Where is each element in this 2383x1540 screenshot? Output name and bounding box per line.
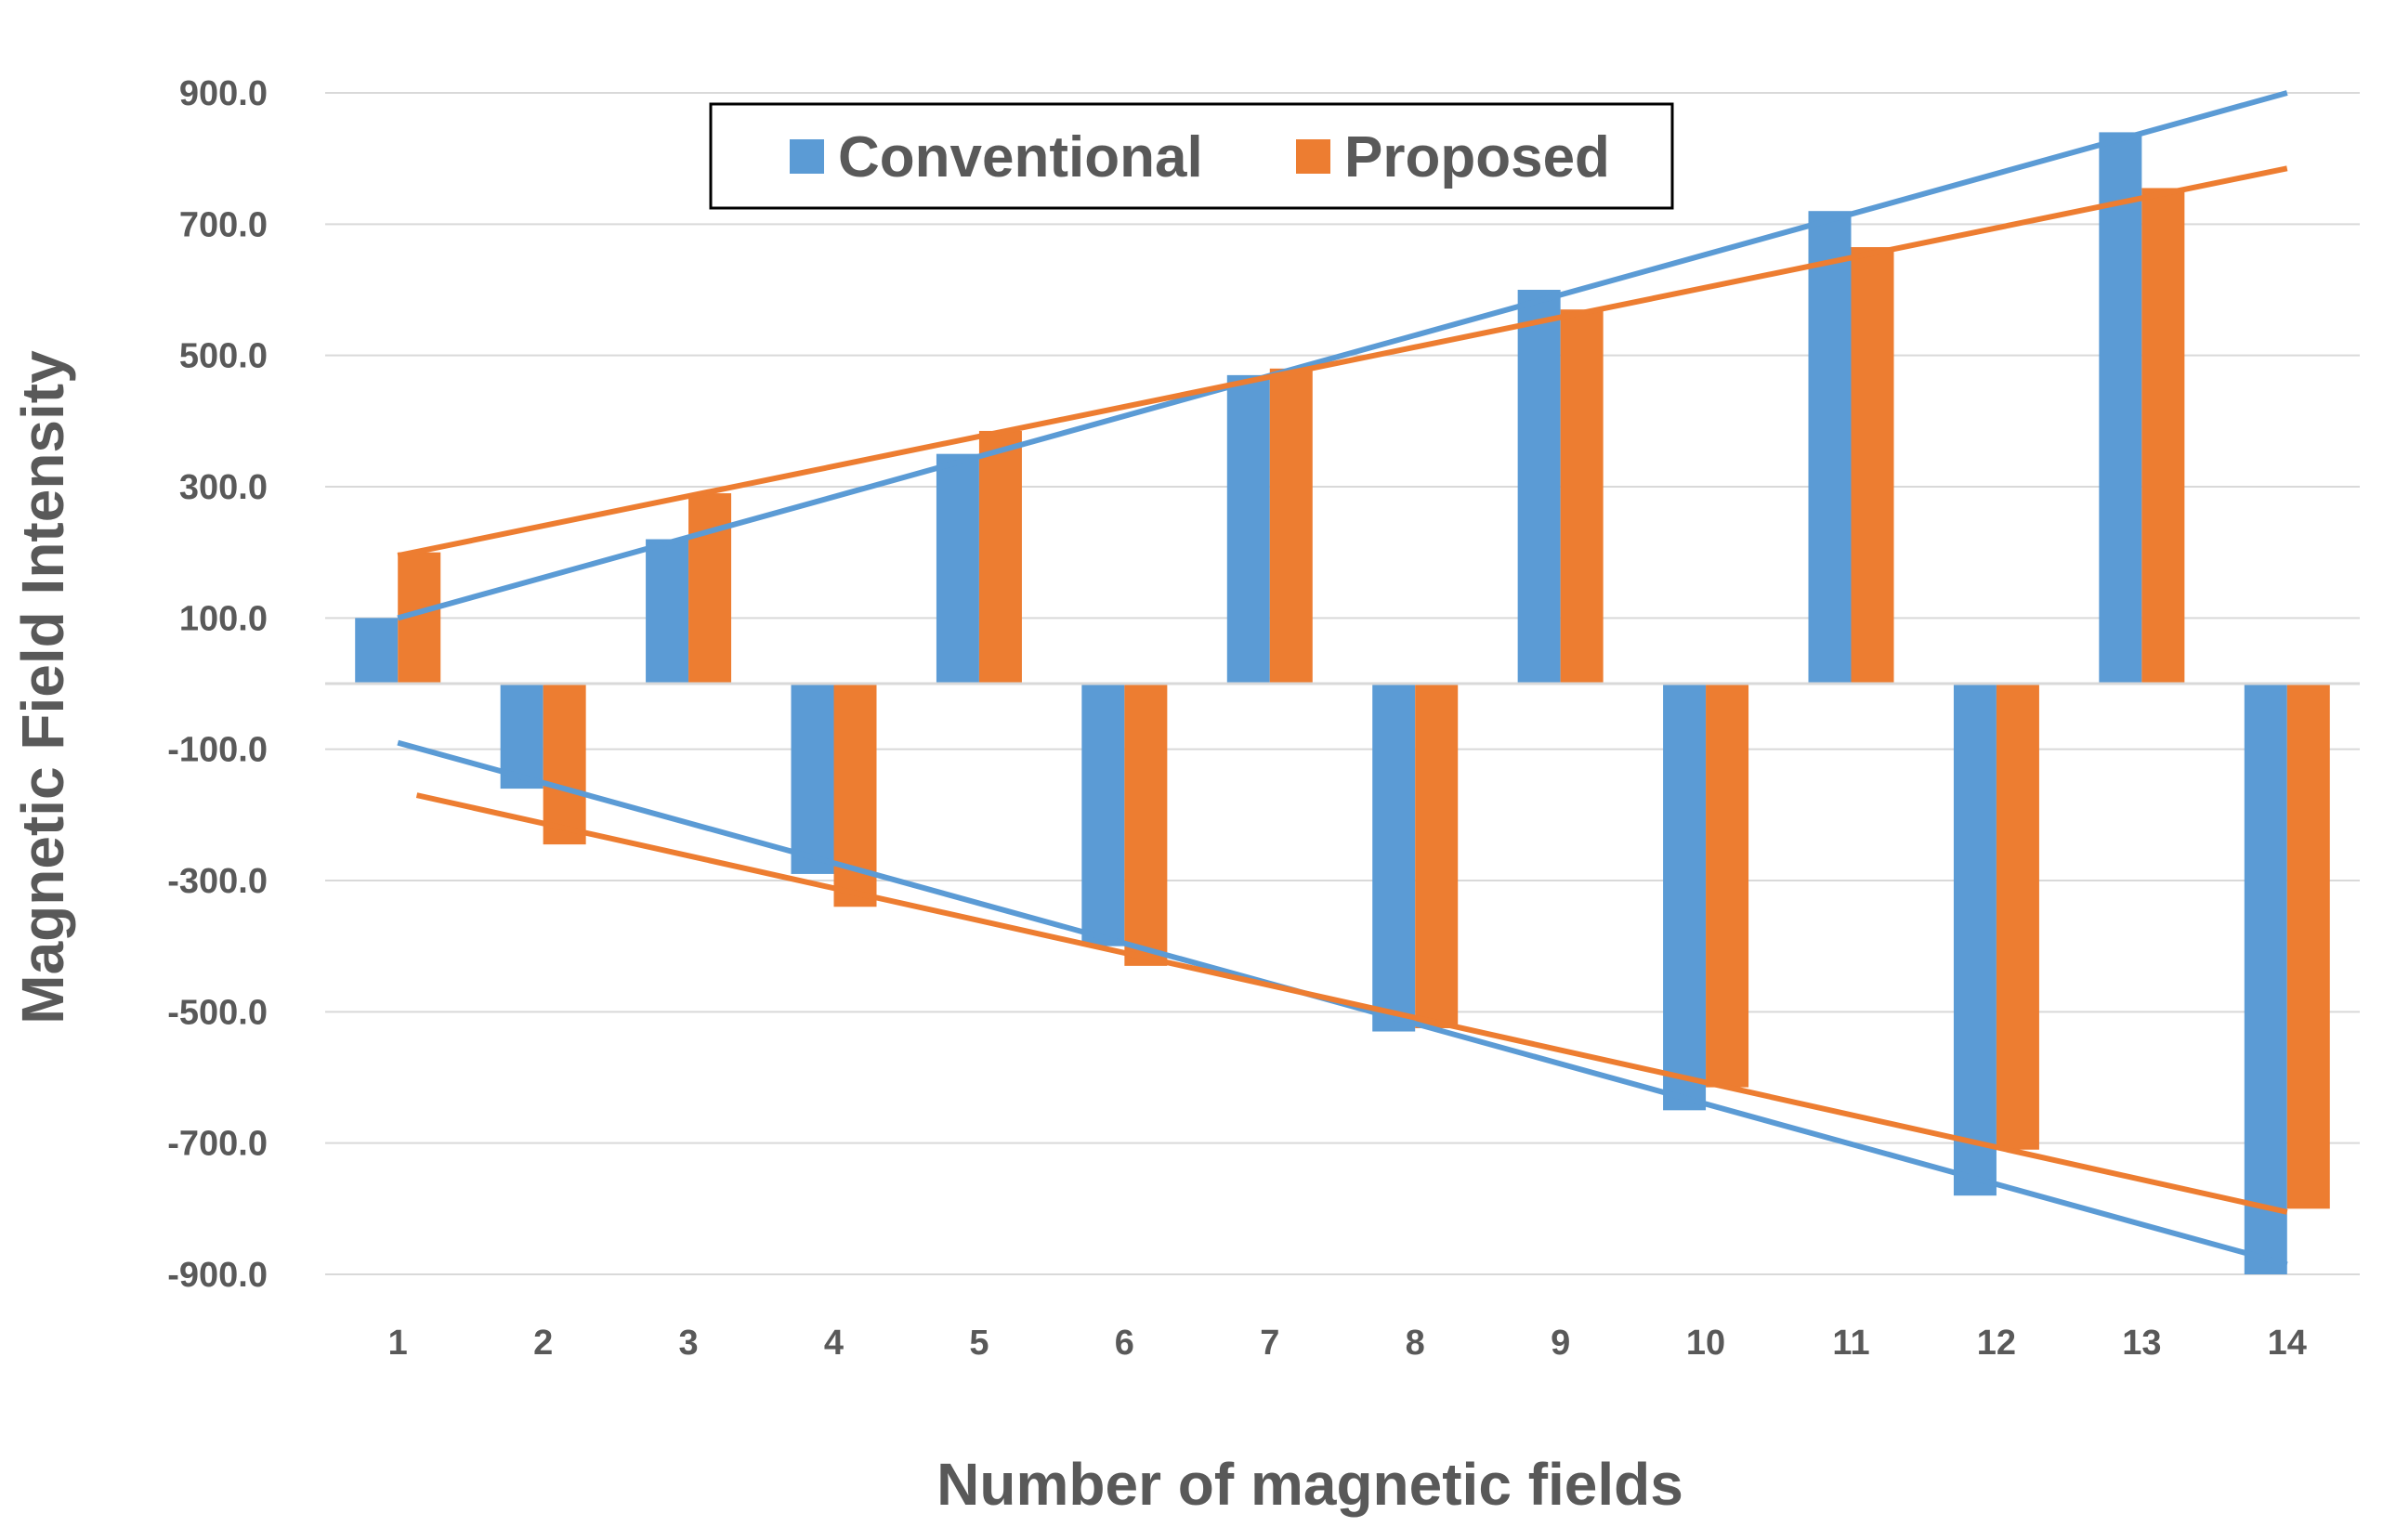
x-axis-title: Number of magnetic fields: [936, 1451, 1683, 1518]
grid-lines: [325, 92, 2360, 1275]
bar-conventional-8: [1372, 684, 1416, 1032]
x-tick-label: 9: [1551, 1324, 1570, 1363]
bar-conventional-14: [2244, 684, 2287, 1274]
y-tick-label: -500.0: [167, 993, 268, 1032]
y-tick-label: 700.0: [179, 205, 268, 244]
legend-swatch-proposed: [1296, 139, 1330, 174]
x-tick-label: 2: [533, 1324, 553, 1363]
bar-proposed-12: [1996, 684, 2039, 1150]
x-tick-label: 13: [2122, 1324, 2161, 1363]
y-tick-labels: 900.0 700.0 500.0 300.0 100.0 -100.0 -300.0 -50…: [167, 74, 268, 1295]
trendline-conventional-0: [397, 90, 2288, 621]
x-tick-label: 6: [1115, 1324, 1134, 1363]
y-tick-label: 500.0: [179, 337, 268, 376]
bar-conventional-5: [936, 453, 979, 684]
bar-proposed-3: [688, 493, 732, 684]
y-tick-label: 100.0: [179, 599, 268, 638]
bar-conventional-11: [1808, 211, 1852, 684]
bars: [355, 132, 2330, 1274]
legend-label-proposed: Proposed: [1344, 125, 1610, 189]
x-tick-label: 10: [1686, 1324, 1725, 1363]
y-tick-label: -300.0: [167, 862, 268, 901]
x-tick-label: 12: [1977, 1324, 2016, 1363]
y-tick-label: -900.0: [167, 1256, 268, 1295]
legend: Conventional Proposed: [709, 102, 1674, 210]
trendline-proposed-1: [397, 165, 2288, 559]
trendline-proposed-3: [415, 792, 2288, 1215]
bar-proposed-14: [2286, 684, 2330, 1209]
bar-proposed-9: [1560, 309, 1604, 684]
trendlines: [397, 90, 2288, 1268]
bar-proposed-11: [1851, 247, 1894, 684]
bar-proposed-10: [1706, 684, 1749, 1088]
bar-conventional-9: [1517, 290, 1561, 684]
y-tick-label: -700.0: [167, 1125, 268, 1164]
bar-conventional-6: [1081, 684, 1125, 946]
bar-proposed-6: [1124, 684, 1168, 966]
bar-conventional-13: [2099, 132, 2142, 684]
bar-conventional-4: [791, 684, 834, 874]
x-tick-label: 11: [1832, 1324, 1869, 1363]
x-tick-label: 3: [679, 1324, 699, 1363]
y-tick-label: 300.0: [179, 468, 268, 507]
y-tick-label: -100.0: [167, 731, 268, 770]
bar-proposed-5: [978, 430, 1022, 684]
legend-label-conventional: Conventional: [838, 125, 1203, 189]
x-tick-label: 4: [824, 1324, 844, 1363]
x-tick-label: 5: [969, 1324, 989, 1363]
x-tick-labels: 1 2 3 4 5 6 7 8 9 10 11 12 13 14: [388, 1324, 2307, 1363]
bar-conventional-1: [355, 618, 399, 684]
y-axis-title: Magnetic Field Intensity: [9, 350, 76, 1024]
legend-box: [709, 102, 1674, 210]
bar-proposed-7: [1269, 368, 1313, 684]
x-tick-label: 14: [2268, 1324, 2307, 1363]
legend-swatch-conventional: [790, 139, 824, 174]
x-tick-label: 8: [1406, 1324, 1425, 1363]
bar-proposed-13: [2141, 188, 2185, 684]
x-tick-label: 1: [388, 1324, 408, 1363]
bar-proposed-2: [543, 684, 586, 845]
x-tick-label: 7: [1260, 1324, 1279, 1363]
bar-conventional-10: [1663, 684, 1707, 1111]
bar-conventional-7: [1226, 374, 1270, 684]
bar-conventional-12: [1953, 684, 1997, 1196]
y-tick-label: 900.0: [179, 74, 268, 113]
bar-conventional-3: [646, 539, 689, 684]
bar-proposed-8: [1415, 684, 1459, 1028]
